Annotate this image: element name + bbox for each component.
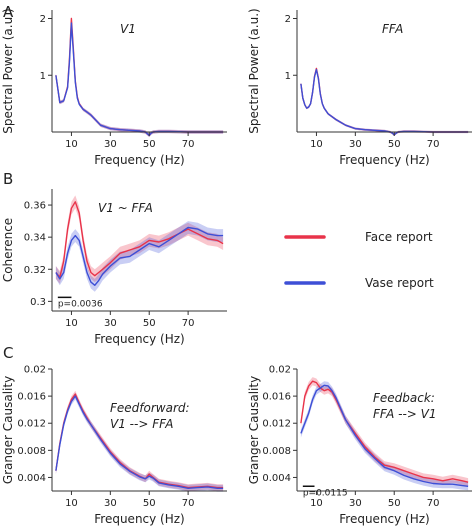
chart-a-v1-y-tick-label: 1: [40, 71, 46, 82]
chart-a-v1-vase-line: [55, 22, 224, 137]
legend: Face report Vase report: [284, 230, 434, 290]
chart-c-ff-inset-label: V1 --> FFA: [110, 417, 174, 431]
chart-b-y-axis-title: Coherence: [1, 218, 15, 282]
chart-c-ff-y-tick-label: 0.004: [17, 473, 46, 484]
chart-a-ffa-x-tick-label: 30: [349, 139, 362, 150]
chart-c-ff-y-axis-title: Granger Causality: [1, 376, 15, 484]
chart-a-v1-x-tick-label: 70: [182, 139, 195, 150]
chart-c-fb-y-tick-label: 0.004: [262, 473, 291, 484]
chart-b-x-tick-label: 10: [65, 318, 78, 329]
legend-vase-label: Vase report: [365, 276, 434, 290]
chart-c-fb-vase-line: [300, 384, 469, 487]
chart-a-v1-y-tick-label: 2: [40, 14, 46, 25]
chart-a-ffa-y-tick-label: 1: [285, 71, 291, 82]
chart-c-fb-inset-label: Feedback:: [373, 391, 435, 405]
chart-a-ffa-x-tick-label: 70: [427, 139, 440, 150]
chart-c-fb-significance-label: p=0.0115: [303, 488, 348, 498]
panel-letter-b: B: [3, 170, 13, 188]
chart-c-ff-y-tick-label: 0.012: [17, 419, 46, 430]
chart-a-ffa-vase-band: [300, 68, 469, 136]
chart-a-v1-vase-band: [55, 21, 224, 138]
chart-a-ffa-x-tick-label: 10: [310, 139, 323, 150]
chart-c-ff-vase-band: [55, 392, 224, 492]
chart-a-v1-x-axis-title: Frequency (Hz): [94, 153, 185, 167]
chart-b-significance-label: p=0.0036: [58, 299, 103, 309]
chart-b-x-tick-label: 50: [143, 318, 156, 329]
chart-c-fb-x-axis-title: Frequency (Hz): [339, 512, 430, 526]
chart-a-ffa-y-axis-title: Spectral Power (a.u.): [247, 8, 261, 133]
coherence-plot: 10 30 50 70 0.3 0.32 0.34 0.36 Frequency (Hz) Coh…: [1, 189, 227, 346]
chart-c-ff-y-tick-label: 0.016: [17, 392, 46, 403]
chart-a-v1-y-axis-title: Spectral Power (a.u.): [1, 8, 15, 133]
spectral-power-ffa-plot: 10 30 50 70 1 2 Frequency (Hz) Spectral Power (…: [247, 8, 472, 167]
chart-a-v1-x-tick-label: 30: [104, 139, 117, 150]
chart-c-fb-y-tick-label: 0.02: [269, 365, 291, 376]
chart-c-fb-x-tick-label: 50: [388, 498, 401, 509]
chart-b-inset-label: V1 ~ FFA: [98, 201, 153, 215]
chart-c-ff-x-tick-label: 50: [143, 498, 156, 509]
granger-feedback-plot: 10 30 50 70 0.004 0.008 0.012 0.016 0.02 Frequenc…: [247, 365, 472, 526]
chart-c-ff-x-tick-label: 30: [104, 498, 117, 509]
chart-a-v1-x-tick-label: 10: [65, 139, 78, 150]
chart-b-face-line: [55, 201, 224, 278]
chart-c-fb-x-tick-label: 70: [427, 498, 440, 509]
chart-c-ff-y-tick-label: 0.02: [24, 365, 46, 376]
chart-c-ff-x-axis-title: Frequency (Hz): [94, 512, 185, 526]
granger-feedforward-plot: 10 30 50 70 0.004 0.008 0.012 0.016 0.02 Frequenc…: [1, 365, 227, 526]
chart-b-vase-line: [55, 226, 224, 286]
chart-b-x-axis-title: Frequency (Hz): [94, 332, 185, 346]
chart-c-ff-inset-label: Feedforward:: [110, 401, 190, 415]
chart-a-ffa-x-tick-label: 50: [388, 139, 401, 150]
spectral-power-v1-plot: 10 30 50 70 1 2 Frequency (Hz) Spectral Power (…: [1, 8, 227, 167]
chart-c-ff-x-tick-label: 10: [65, 498, 78, 509]
chart-c-fb-y-tick-label: 0.012: [262, 419, 291, 430]
chart-b-y-tick-label: 0.36: [24, 201, 46, 212]
chart-c-ff-x-tick-label: 70: [182, 498, 195, 509]
chart-c-fb-x-tick-label: 30: [349, 498, 362, 509]
chart-c-fb-x-tick-label: 10: [310, 498, 323, 509]
chart-a-ffa-vase-line: [300, 68, 469, 136]
legend-face-label: Face report: [365, 230, 433, 244]
chart-a-v1-face-band: [55, 16, 224, 138]
chart-a-v1-inset-label: V1: [120, 22, 136, 36]
chart-a-v1-face-line: [55, 17, 224, 137]
chart-a-ffa-face-line: [300, 67, 469, 136]
chart-b-y-tick-label: 0.32: [24, 265, 46, 276]
chart-c-fb-vase-band: [300, 381, 469, 491]
chart-c-fb-y-tick-label: 0.008: [262, 446, 291, 457]
chart-b-vase-band: [55, 221, 224, 292]
panel-letter-c: C: [3, 344, 13, 362]
chart-c-fb-face-line: [300, 380, 469, 483]
chart-b-y-tick-label: 0.3: [30, 297, 46, 308]
chart-c-ff-y-tick-label: 0.008: [17, 446, 46, 457]
chart-c-ff-vase-line: [55, 395, 224, 489]
chart-a-v1-x-tick-label: 50: [143, 139, 156, 150]
chart-b-x-tick-label: 30: [104, 318, 117, 329]
panel-letter-a: A: [3, 3, 14, 21]
chart-a-ffa-x-axis-title: Frequency (Hz): [339, 153, 430, 167]
chart-a-ffa-inset-label: FFA: [382, 22, 403, 36]
chart-c-fb-y-tick-label: 0.016: [262, 392, 291, 403]
chart-a-ffa-face-band: [300, 67, 469, 136]
chart-a-ffa-y-tick-label: 2: [285, 14, 291, 25]
chart-b-face-band: [55, 195, 224, 284]
chart-c-fb-y-axis-title: Granger Causality: [247, 376, 261, 484]
chart-b-y-tick-label: 0.34: [24, 233, 46, 244]
chart-b-x-tick-label: 70: [182, 318, 195, 329]
chart-c-fb-inset-label: FFA --> V1: [373, 407, 437, 421]
